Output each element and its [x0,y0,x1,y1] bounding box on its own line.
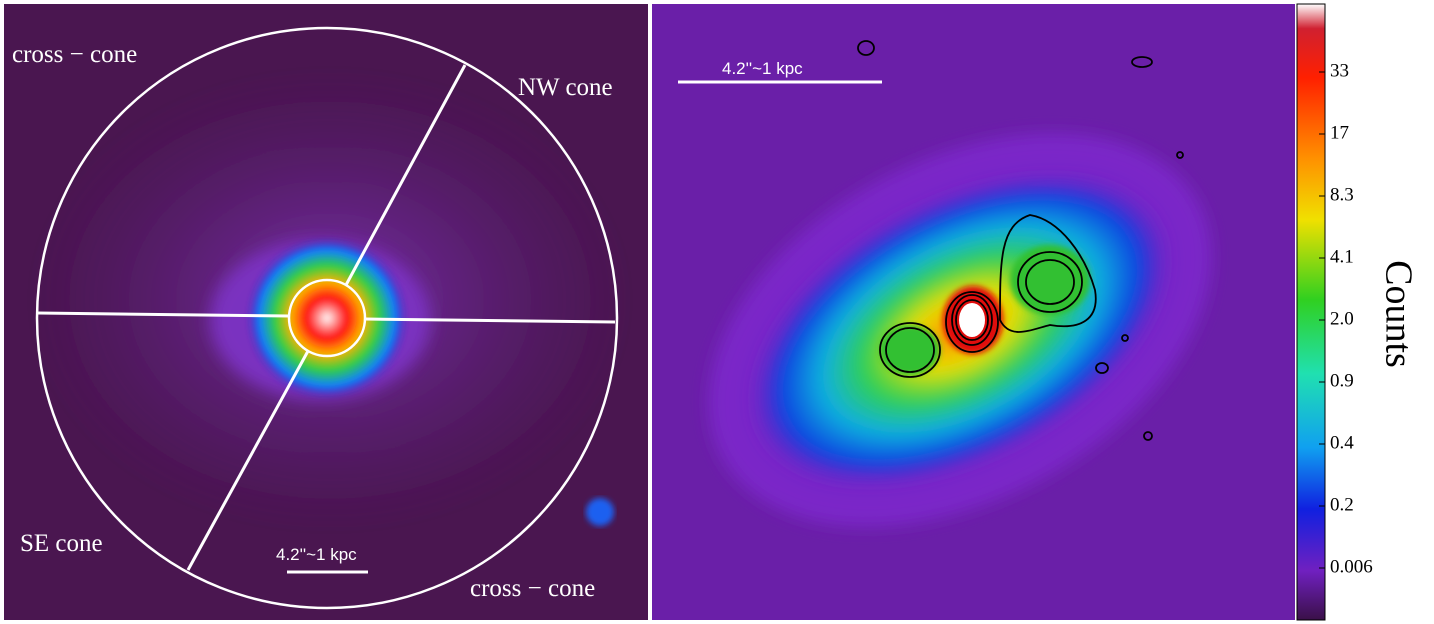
colorbar-tick-label: 0.006 [1330,556,1373,577]
colorbar-label: Counts [1377,260,1419,368]
colorbar-ticks: 33 17 8.3 4.1 2.0 0.9 0.4 0.2 0.006 [1319,60,1373,577]
right-image [652,4,1295,620]
colorbar-tick-label: 2.0 [1330,308,1354,329]
colorbar-tick-label: 4.1 [1330,246,1354,267]
scale-label: 4.2''~1 kpc [276,545,357,564]
colorbar-tick-label: 0.2 [1330,494,1354,515]
left-image [4,4,648,620]
scale-label: 4.2''~1 kpc [722,59,803,78]
colorbar-tick-label: 8.3 [1330,184,1354,205]
colorbar-tick-label: 0.9 [1330,370,1354,391]
region-label: cross − cone [12,41,137,68]
colorbar-tick-label: 33 [1330,60,1349,81]
colorbar-tick-label: 0.4 [1330,432,1354,453]
region-label: cross − cone [470,575,595,602]
region-label: SE cone [20,530,103,557]
region-label: NW cone [518,74,613,101]
colorbar [1296,3,1326,621]
colorbar-tick-label: 17 [1330,122,1349,143]
